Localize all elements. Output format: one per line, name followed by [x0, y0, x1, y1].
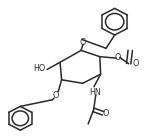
Text: O: O — [103, 109, 109, 118]
Text: HN: HN — [89, 88, 101, 97]
Text: HO: HO — [34, 64, 46, 73]
Text: O: O — [80, 38, 86, 46]
Text: O: O — [133, 59, 139, 68]
Text: O: O — [115, 53, 121, 62]
Text: O: O — [52, 91, 58, 100]
